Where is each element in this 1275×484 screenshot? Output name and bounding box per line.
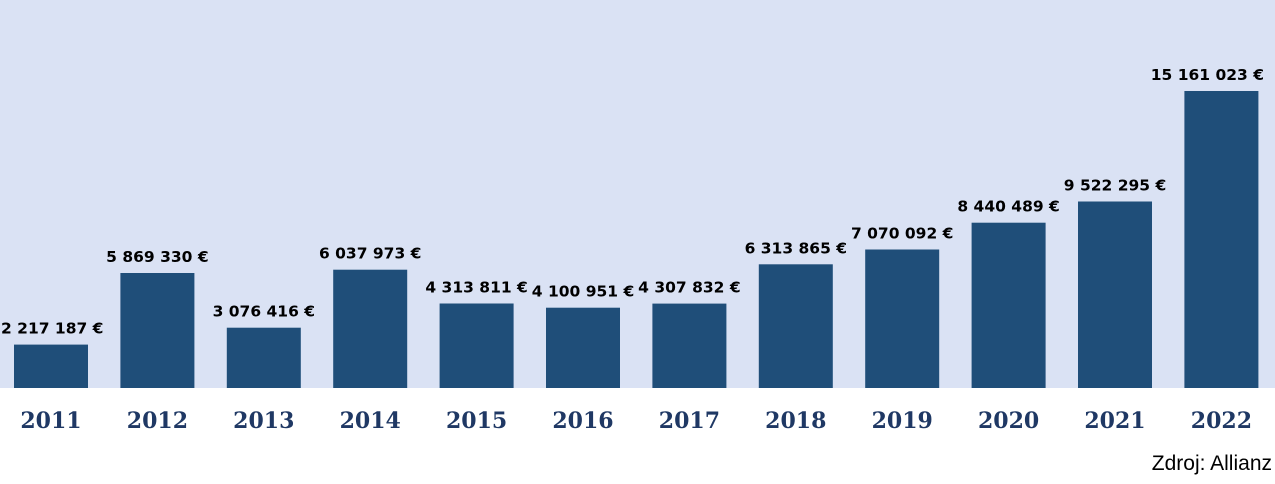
bar-2021 [1078, 201, 1152, 388]
bar-chart: 2 217 187 € 5 869 330 € 3 076 416 € 6 037 9… [0, 0, 1275, 434]
data-label-2015: 4 313 811 € [425, 279, 527, 297]
bar-2020 [971, 222, 1046, 388]
data-label-2012: 5 869 330 € [106, 248, 208, 266]
x-tick-label-2014: 2014 [340, 408, 401, 434]
bar-2018 [758, 264, 833, 388]
x-tick-label-2017: 2017 [659, 408, 720, 434]
x-tick-label-2018: 2018 [765, 408, 826, 434]
data-label-2017: 4 307 832 € [638, 279, 740, 297]
x-tick-label-2011: 2011 [20, 408, 81, 434]
data-label-2021: 9 522 295 € [1064, 177, 1166, 195]
data-label-2019: 7 070 092 € [851, 225, 953, 243]
data-label-2011: 2 217 187 € [1, 320, 103, 338]
bar-2022 [1184, 91, 1259, 388]
x-tick-label-2022: 2022 [1191, 408, 1252, 434]
bar-2019 [865, 249, 940, 388]
x-tick-label-2019: 2019 [872, 408, 933, 434]
data-label-2022: 15 161 023 € [1151, 66, 1264, 84]
x-tick-label-2012: 2012 [127, 408, 188, 434]
data-label-2016: 4 100 951 € [532, 283, 634, 301]
x-tick-label-2013: 2013 [233, 408, 294, 434]
category-labels-group: 2011 2012 2013 2014 2015 2016 2017 2018 2019 2020… [20, 408, 1252, 434]
bar-2015 [439, 303, 514, 388]
bar-2017 [652, 303, 727, 388]
bar-2011 [14, 344, 88, 388]
bar-2013 [226, 327, 301, 388]
data-labels-group: 2 217 187 € 5 869 330 € 3 076 416 € 6 037 9… [1, 66, 1264, 338]
data-label-2013: 3 076 416 € [213, 303, 315, 321]
x-tick-label-2020: 2020 [978, 408, 1039, 434]
data-label-2018: 6 313 865 € [745, 239, 847, 257]
data-label-2020: 8 440 489 € [957, 198, 1059, 216]
x-tick-label-2015: 2015 [446, 408, 507, 434]
bar-2014 [333, 269, 408, 388]
source-note: Zdroj: Allianz [1151, 452, 1272, 475]
data-label-2014: 6 037 973 € [319, 245, 421, 263]
bar-2012 [120, 273, 195, 388]
bar-2016 [546, 307, 620, 388]
bars-group [14, 91, 1259, 388]
plot-area-background [0, 0, 1275, 388]
x-tick-label-2016: 2016 [552, 408, 613, 434]
x-tick-label-2021: 2021 [1084, 408, 1145, 434]
